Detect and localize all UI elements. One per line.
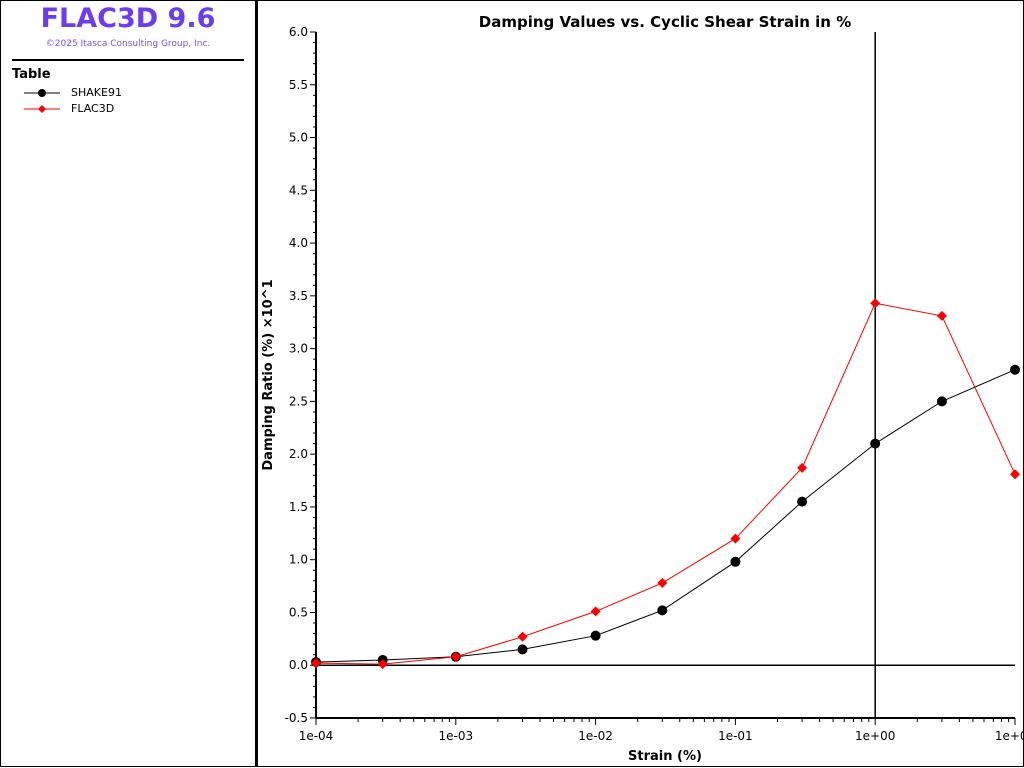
y-tick-label: 6.0 (289, 25, 308, 39)
x-tick-label: 1e-03 (438, 729, 473, 743)
data-point-circle (936, 396, 947, 407)
y-tick-label: 4.5 (289, 183, 308, 197)
y-tick-label: 0.0 (289, 658, 308, 672)
app-title: FLAC3D 9.6 (40, 3, 216, 34)
data-point-diamond (517, 631, 528, 642)
y-axis-label: Damping Ratio (%) ×10^1 (261, 279, 276, 470)
data-point-diamond (870, 298, 881, 309)
copyright: ©2025 Itasca Consulting Group, Inc. (45, 39, 211, 49)
series-line-shake91 (315, 369, 1016, 663)
legend-title: Table (12, 67, 51, 82)
divider (12, 59, 244, 61)
data-point-diamond (590, 606, 601, 617)
x-axis-label: Strain (%) (628, 749, 702, 764)
legend-panel (0, 0, 257, 767)
data-point-diamond (797, 462, 808, 473)
y-tick-label: 3.0 (289, 342, 308, 356)
y-tick-label: 5.0 (289, 131, 308, 145)
y-tick-label: 1.0 (289, 553, 308, 567)
x-tick-label: 1e-02 (578, 729, 613, 743)
chart-title: Damping Values vs. Cyclic Shear Strain i… (479, 13, 851, 31)
y-tick-label: 4.0 (289, 236, 308, 250)
y-tick-label: 5.5 (289, 78, 308, 92)
y-tick-label: 2.5 (289, 394, 308, 408)
x-tick-label: 1e+00 (855, 729, 895, 743)
data-point-circle (590, 630, 601, 641)
data-point-circle (657, 605, 668, 616)
data-point-circle (870, 438, 881, 449)
y-tick-label: 2.0 (289, 447, 308, 461)
circle-marker-icon (24, 89, 60, 97)
x-tick-label: 1e-04 (299, 729, 334, 743)
data-point-circle (797, 496, 808, 507)
diamond-marker-icon (24, 105, 60, 113)
data-point-circle (517, 644, 528, 655)
data-point-diamond (1010, 469, 1020, 480)
legend-label: SHAKE91 (71, 86, 122, 99)
data-point-diamond (450, 651, 461, 662)
data-point-diamond (377, 659, 388, 670)
y-tick-label: 1.5 (289, 500, 308, 514)
y-tick-label: 0.5 (289, 605, 308, 619)
x-tick-label: 1e+01 (995, 729, 1024, 743)
data-point-circle (1010, 364, 1020, 375)
data-point-diamond (311, 658, 321, 669)
data-point-diamond (657, 577, 668, 588)
y-tick-label: -0.5 (285, 711, 308, 725)
data-point-circle (730, 556, 741, 567)
x-tick-label: 1e-01 (718, 729, 753, 743)
data-point-diamond (936, 310, 947, 321)
data-point-diamond (730, 533, 741, 544)
legend-label: FLAC3D (71, 102, 115, 115)
y-tick-label: 3.5 (289, 289, 308, 303)
